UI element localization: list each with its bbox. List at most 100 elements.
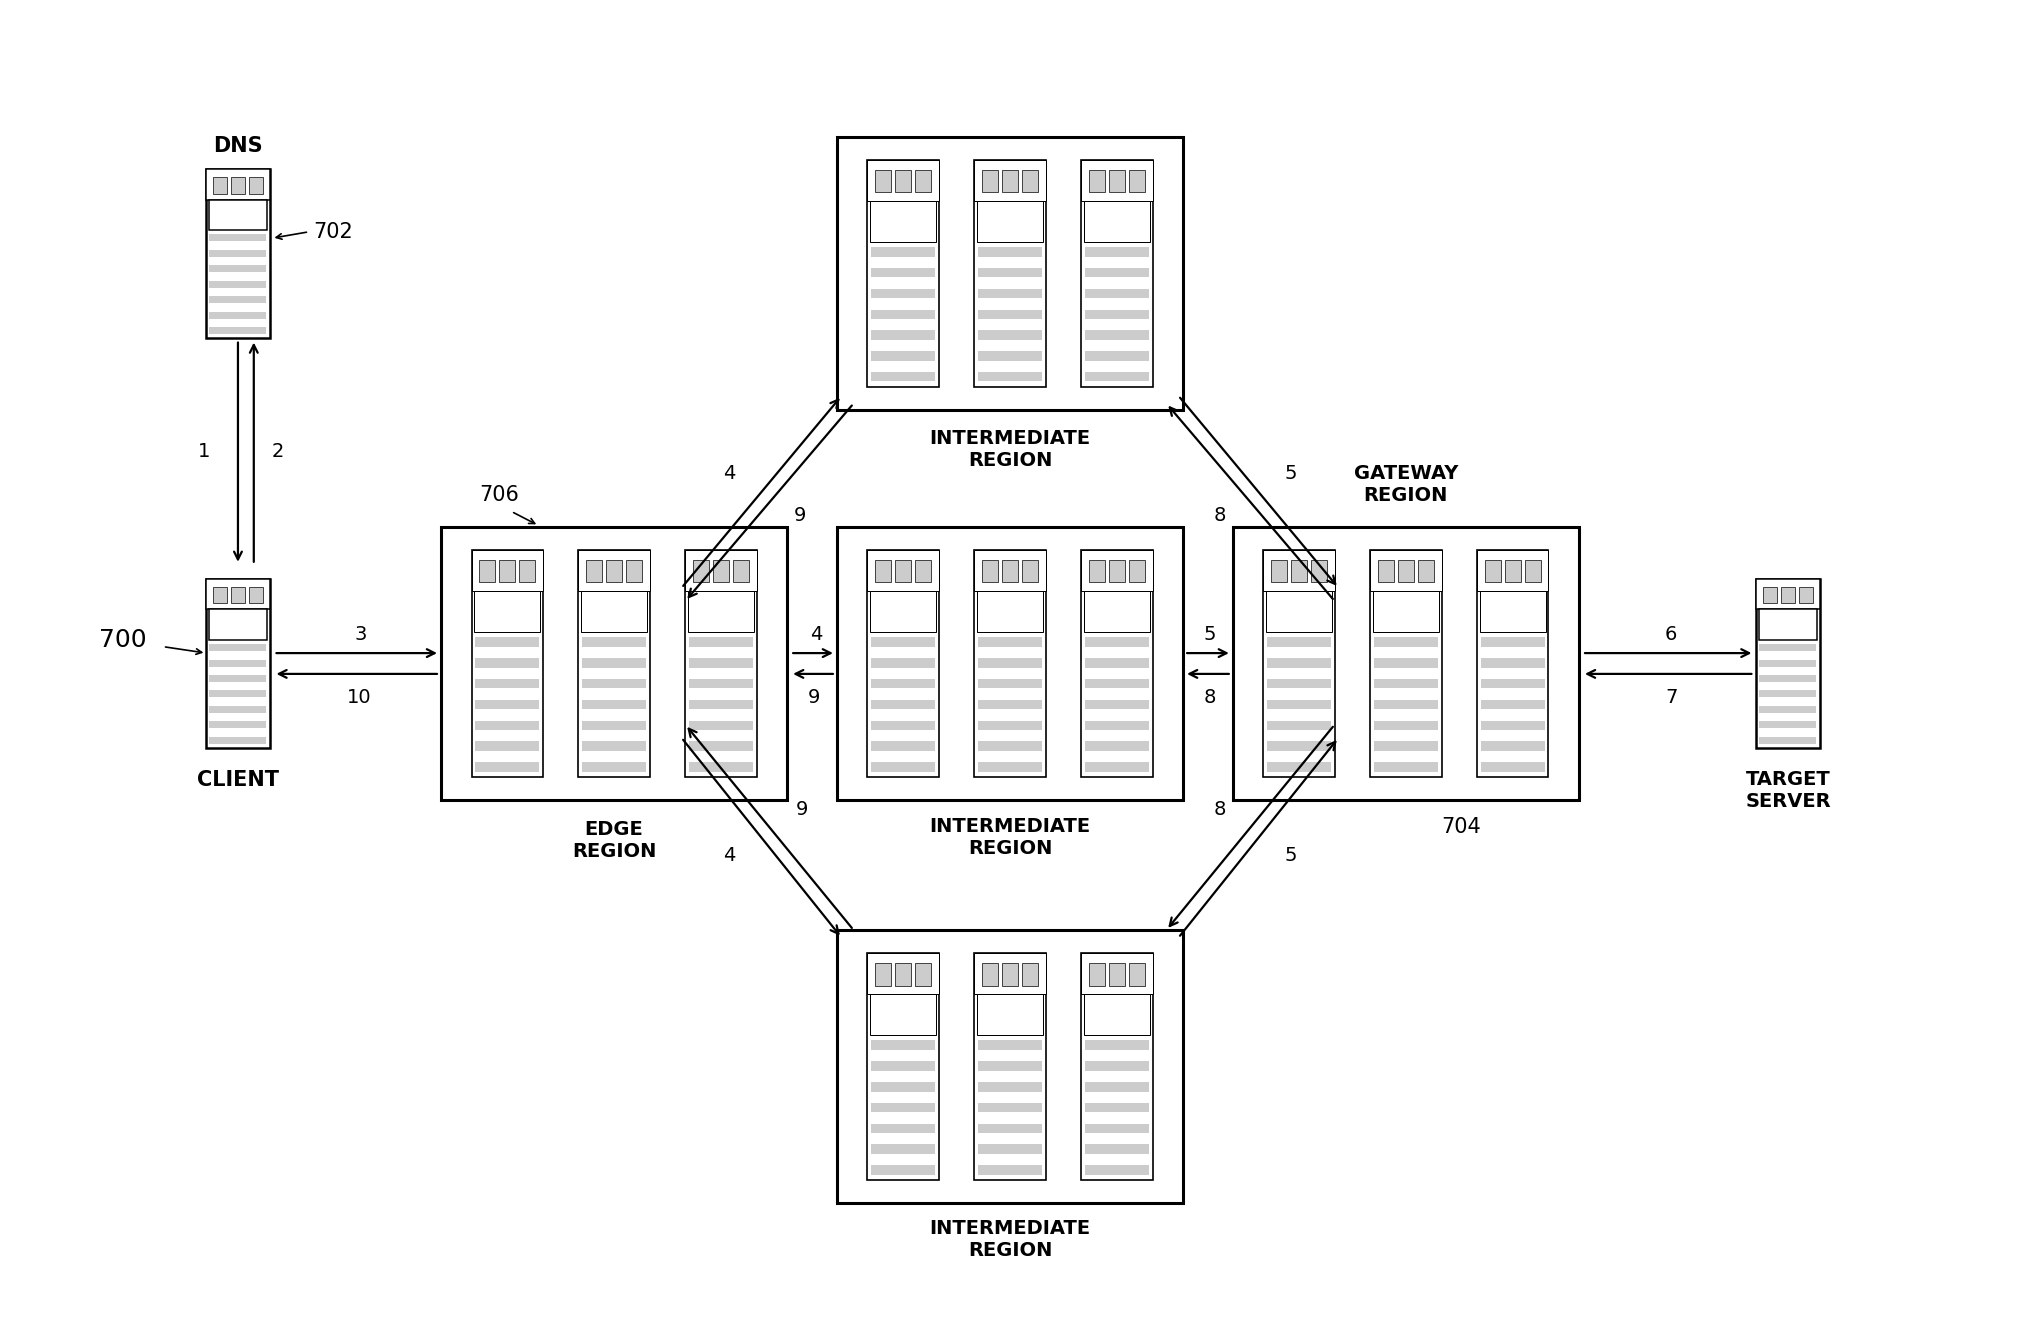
Text: 10: 10: [345, 687, 372, 707]
Bar: [1129, 170, 1145, 192]
Bar: [1481, 762, 1545, 771]
Text: 704: 704: [1442, 817, 1481, 837]
Bar: [974, 159, 1046, 387]
Bar: [1085, 742, 1149, 751]
Bar: [1081, 953, 1153, 1181]
Bar: [978, 352, 1042, 361]
Text: 700: 700: [99, 628, 147, 652]
Bar: [1002, 560, 1018, 583]
Bar: [1081, 159, 1153, 200]
Bar: [475, 591, 539, 632]
Bar: [871, 1082, 935, 1092]
Bar: [1374, 762, 1438, 771]
Bar: [1477, 549, 1549, 591]
Text: GATEWAY
REGION: GATEWAY REGION: [1353, 464, 1458, 504]
Bar: [210, 265, 267, 272]
Bar: [1081, 953, 1153, 994]
Bar: [978, 762, 1042, 771]
Bar: [1089, 170, 1105, 192]
Text: 6: 6: [1664, 625, 1677, 645]
Bar: [1085, 1082, 1149, 1092]
Bar: [1022, 560, 1038, 583]
Text: 2: 2: [271, 442, 283, 460]
Bar: [871, 637, 935, 646]
Bar: [875, 560, 891, 583]
Bar: [871, 1062, 935, 1071]
Bar: [1085, 994, 1149, 1035]
Bar: [1759, 690, 1816, 698]
Bar: [1311, 560, 1327, 583]
Bar: [206, 170, 269, 200]
Bar: [978, 1103, 1042, 1112]
Bar: [475, 762, 539, 771]
Bar: [1081, 159, 1153, 387]
Bar: [475, 742, 539, 751]
Bar: [915, 963, 931, 986]
Bar: [1505, 560, 1521, 583]
Bar: [206, 579, 269, 609]
Bar: [1418, 560, 1434, 583]
Bar: [1481, 679, 1545, 689]
Bar: [1755, 579, 1820, 748]
Bar: [871, 994, 935, 1035]
Bar: [1089, 560, 1105, 583]
Bar: [1129, 963, 1145, 986]
Bar: [210, 736, 267, 744]
Bar: [1267, 679, 1331, 689]
Bar: [689, 762, 753, 771]
Bar: [1267, 591, 1331, 632]
Bar: [1002, 963, 1018, 986]
Bar: [895, 170, 911, 192]
Bar: [1267, 658, 1331, 667]
Bar: [1267, 762, 1331, 771]
Text: 9: 9: [796, 800, 808, 819]
Bar: [475, 679, 539, 689]
Text: 1: 1: [198, 442, 210, 460]
Bar: [1398, 560, 1414, 583]
Bar: [978, 200, 1042, 242]
Bar: [1759, 660, 1816, 666]
Bar: [210, 296, 267, 304]
Bar: [1755, 579, 1820, 609]
Bar: [1085, 352, 1149, 361]
Bar: [1481, 742, 1545, 751]
Bar: [978, 1165, 1042, 1174]
Bar: [693, 560, 709, 583]
Bar: [519, 560, 535, 583]
Bar: [1085, 762, 1149, 771]
Bar: [475, 721, 539, 730]
Bar: [978, 637, 1042, 646]
Bar: [230, 176, 244, 194]
Bar: [978, 591, 1042, 632]
Bar: [1109, 560, 1125, 583]
Bar: [1109, 170, 1125, 192]
Bar: [871, 591, 935, 632]
Bar: [689, 742, 753, 751]
Bar: [867, 159, 939, 387]
Text: 8: 8: [1204, 687, 1216, 707]
Bar: [210, 660, 267, 666]
Bar: [582, 721, 646, 730]
Bar: [1089, 963, 1105, 986]
Bar: [210, 690, 267, 698]
Bar: [1109, 963, 1125, 986]
Bar: [606, 560, 622, 583]
Bar: [978, 289, 1042, 299]
Bar: [1481, 637, 1545, 646]
Bar: [836, 930, 1184, 1204]
Bar: [871, 247, 935, 256]
Bar: [1081, 549, 1153, 591]
Bar: [871, 742, 935, 751]
Bar: [978, 372, 1042, 381]
Bar: [582, 658, 646, 667]
Bar: [475, 699, 539, 709]
Bar: [1477, 549, 1549, 778]
Bar: [214, 176, 226, 194]
Bar: [871, 658, 935, 667]
Text: 5: 5: [1204, 625, 1216, 645]
Text: 5: 5: [1285, 464, 1297, 483]
Bar: [499, 560, 515, 583]
Bar: [974, 953, 1046, 1181]
Bar: [871, 1144, 935, 1154]
Bar: [248, 176, 263, 194]
